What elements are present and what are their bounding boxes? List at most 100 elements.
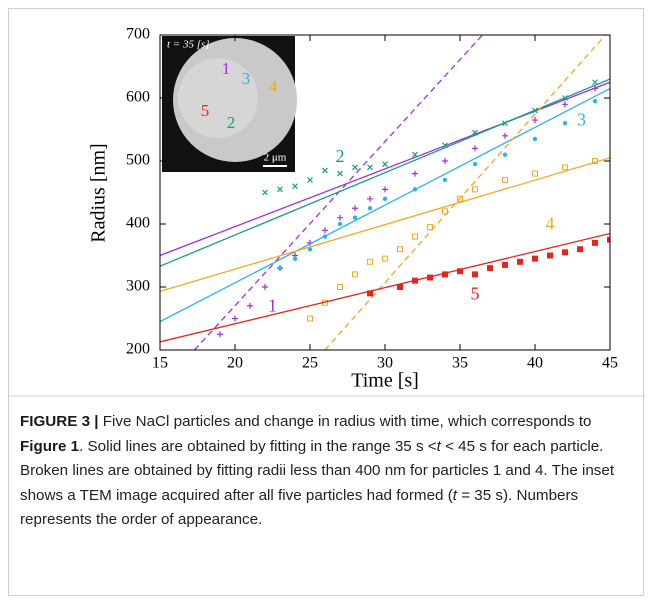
- data-point: [562, 121, 568, 126]
- caption-variable: t: [436, 437, 441, 455]
- data-point: [337, 214, 343, 221]
- data-point: [367, 195, 373, 202]
- data-point: [397, 284, 403, 290]
- data-point: [532, 107, 538, 114]
- data-point: [217, 331, 223, 338]
- caption: FIGURE 3 | Five NaCl particles and chang…: [20, 410, 635, 533]
- data-point: [307, 247, 313, 252]
- data-point: [307, 315, 313, 322]
- data-point: [412, 151, 418, 158]
- data-point: [337, 221, 343, 227]
- inset-image: t = 35 [s] 2 μm 13 4 52: [162, 36, 297, 172]
- data-point: [367, 164, 373, 171]
- data-point: [532, 136, 538, 142]
- inset-time-label: t = 35 [s]: [167, 39, 210, 51]
- data-point: [337, 284, 343, 290]
- fit-line: [160, 87, 610, 323]
- data-point: [502, 261, 508, 268]
- data-point: [427, 274, 433, 281]
- data-point: [412, 170, 418, 177]
- data-point: [352, 215, 358, 220]
- x-tick-label: 15: [152, 355, 168, 372]
- data-point: [367, 206, 373, 211]
- data-point: [472, 161, 478, 167]
- data-point: [562, 249, 568, 256]
- data-point: [502, 120, 508, 127]
- data-point: [517, 258, 523, 265]
- data-point: [562, 101, 568, 108]
- data-point: [367, 290, 373, 297]
- data-point: [577, 246, 583, 253]
- data-point: [472, 271, 478, 278]
- data-point: [502, 176, 508, 183]
- caption-figure-ref: Figure 1: [20, 437, 80, 455]
- series-label: 2: [336, 146, 345, 166]
- data-point: [412, 277, 418, 284]
- series-label: 3: [577, 109, 586, 129]
- data-point: [442, 158, 448, 164]
- caption-variable: t: [452, 486, 457, 504]
- data-point: [322, 234, 328, 239]
- x-tick-label: 25: [302, 355, 318, 372]
- data-point: [442, 208, 448, 215]
- data-point: [502, 132, 508, 139]
- inset-particle-label: 4: [269, 77, 278, 96]
- data-point: [337, 170, 343, 177]
- inset-particle-label: 1: [222, 59, 231, 78]
- x-tick-label: 20: [227, 355, 243, 372]
- data-point: [532, 255, 538, 262]
- data-point: [292, 183, 298, 190]
- data-point: [487, 265, 493, 272]
- data-point: [442, 142, 448, 149]
- data-point: [307, 176, 313, 183]
- y-axis-label: Radius [nm]: [88, 143, 110, 242]
- data-point: [262, 189, 268, 196]
- data-point: [457, 195, 463, 202]
- data-point: [607, 236, 610, 243]
- x-axis-label: Time [s]: [351, 370, 419, 392]
- data-point: [292, 256, 298, 261]
- data-point: [397, 246, 403, 253]
- data-point: [352, 205, 358, 212]
- inset-particle-label: 5: [201, 101, 210, 120]
- y-tick-label: 400: [126, 215, 150, 232]
- x-tick-label: 45: [602, 355, 618, 372]
- caption-figure-label: FIGURE 3 |: [20, 413, 99, 430]
- x-tick-label: 35: [452, 355, 468, 372]
- data-point: [562, 164, 568, 171]
- data-point: [592, 98, 598, 104]
- data-point: [592, 239, 598, 246]
- series-label: 4: [546, 213, 555, 233]
- caption-text: < 45 s for each particle. Broken lines a…: [20, 437, 615, 504]
- y-tick-label: 500: [126, 152, 150, 169]
- data-point: [457, 268, 463, 275]
- data-point: [442, 271, 448, 278]
- data-point: [262, 284, 268, 290]
- dashed-fit-line: [324, 35, 606, 350]
- x-tick-label: 40: [527, 355, 543, 372]
- data-point: [472, 145, 478, 152]
- fit-line: [160, 157, 610, 293]
- data-point: [352, 164, 358, 171]
- data-point: [367, 258, 373, 265]
- inset-highlight: [178, 58, 258, 138]
- data-point: [427, 224, 433, 231]
- series-label: 1: [268, 295, 277, 315]
- data-point: [247, 302, 253, 309]
- data-point: [442, 177, 448, 183]
- data-point: [232, 315, 238, 322]
- inset-scale-label: 2 μm: [264, 152, 287, 164]
- data-point: [412, 187, 418, 192]
- data-point: [277, 265, 283, 271]
- caption-text: Five NaCl particles and change in radius…: [98, 413, 592, 430]
- data-point: [532, 170, 538, 177]
- y-tick-label: 700: [126, 26, 150, 43]
- y-tick-label: 600: [126, 89, 150, 106]
- data-point: [547, 252, 553, 259]
- data-point: [502, 152, 508, 157]
- series-label: 5: [471, 283, 480, 303]
- caption-text: = 35 s). Numbers represents the order of…: [20, 486, 579, 529]
- data-point: [562, 95, 568, 101]
- data-point: [277, 186, 283, 193]
- data-point: [592, 85, 598, 92]
